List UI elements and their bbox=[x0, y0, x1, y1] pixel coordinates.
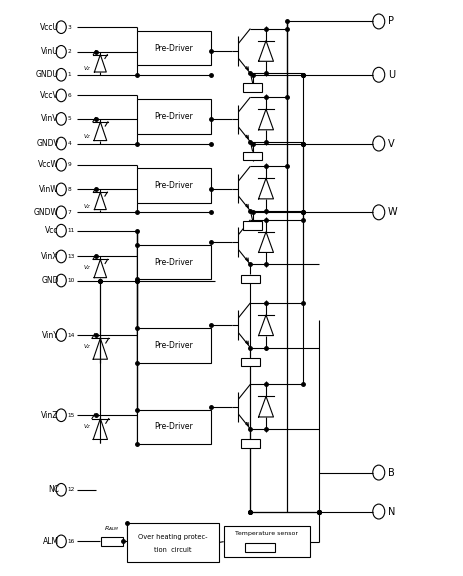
Text: 9: 9 bbox=[68, 162, 71, 167]
Text: Pre-Driver: Pre-Driver bbox=[155, 181, 194, 190]
Text: GNDU: GNDU bbox=[36, 70, 59, 79]
Text: $V_Z$: $V_Z$ bbox=[83, 202, 91, 211]
Bar bbox=[137, 245, 211, 279]
Text: VinZ: VinZ bbox=[41, 411, 59, 420]
Text: 16: 16 bbox=[68, 539, 75, 544]
Text: tion  circuit: tion circuit bbox=[154, 547, 191, 554]
Bar bbox=[137, 328, 211, 362]
Text: 15: 15 bbox=[68, 413, 75, 418]
Bar bbox=[137, 100, 211, 134]
Text: Pre-Driver: Pre-Driver bbox=[155, 341, 194, 350]
Text: VinX: VinX bbox=[41, 252, 59, 261]
Text: 6: 6 bbox=[68, 93, 71, 98]
Bar bbox=[241, 358, 260, 366]
Text: P: P bbox=[388, 17, 394, 26]
Text: 5: 5 bbox=[68, 116, 71, 122]
Bar bbox=[244, 152, 262, 161]
Text: VccU: VccU bbox=[40, 22, 59, 32]
Bar bbox=[245, 543, 275, 552]
Text: VinY: VinY bbox=[42, 331, 59, 339]
Text: Pre-Driver: Pre-Driver bbox=[155, 44, 194, 52]
Text: 8: 8 bbox=[68, 187, 71, 192]
Text: $V_Z$: $V_Z$ bbox=[83, 422, 91, 431]
Text: Temperature sensor: Temperature sensor bbox=[236, 531, 299, 536]
Bar bbox=[137, 169, 211, 203]
Text: W: W bbox=[388, 207, 398, 217]
Bar bbox=[137, 31, 211, 65]
Text: ALM: ALM bbox=[43, 537, 59, 546]
Bar bbox=[224, 526, 310, 558]
Bar bbox=[101, 537, 123, 546]
Text: Pre-Driver: Pre-Driver bbox=[155, 112, 194, 121]
Text: 11: 11 bbox=[68, 228, 75, 233]
Text: VinU: VinU bbox=[41, 47, 59, 56]
Text: 10: 10 bbox=[68, 278, 75, 283]
Bar bbox=[241, 439, 260, 448]
Text: GNDW: GNDW bbox=[34, 208, 59, 217]
Text: 2: 2 bbox=[68, 50, 71, 54]
Text: GNDV: GNDV bbox=[36, 139, 59, 148]
Text: 7: 7 bbox=[68, 210, 71, 215]
Bar bbox=[126, 523, 219, 562]
Text: GND: GND bbox=[41, 276, 59, 285]
Text: $R_{ALM}$: $R_{ALM}$ bbox=[104, 524, 119, 533]
Text: $V_Z$: $V_Z$ bbox=[83, 263, 91, 272]
Bar bbox=[137, 410, 211, 444]
Bar bbox=[244, 84, 262, 92]
Text: 3: 3 bbox=[68, 25, 71, 30]
Bar bbox=[241, 275, 260, 283]
Text: B: B bbox=[388, 468, 395, 478]
Text: VinW: VinW bbox=[39, 185, 59, 194]
Text: 4: 4 bbox=[68, 141, 71, 146]
Text: VccW: VccW bbox=[38, 160, 59, 169]
Text: 13: 13 bbox=[68, 254, 75, 259]
Text: $V_Z$: $V_Z$ bbox=[83, 65, 91, 74]
Text: $V_Z$: $V_Z$ bbox=[83, 132, 91, 141]
Text: U: U bbox=[388, 70, 395, 79]
Bar bbox=[244, 221, 262, 229]
Text: 12: 12 bbox=[68, 487, 75, 492]
Text: N: N bbox=[388, 506, 395, 517]
Text: V: V bbox=[388, 139, 394, 149]
Text: VinV: VinV bbox=[41, 115, 59, 123]
Text: $V_Z$: $V_Z$ bbox=[83, 342, 91, 351]
Text: Vcc: Vcc bbox=[45, 226, 59, 235]
Text: Over heating protec-: Over heating protec- bbox=[138, 533, 207, 540]
Text: 14: 14 bbox=[68, 332, 75, 338]
Text: Pre-Driver: Pre-Driver bbox=[155, 422, 194, 431]
Text: Pre-Driver: Pre-Driver bbox=[155, 257, 194, 267]
Text: NC: NC bbox=[48, 485, 59, 494]
Text: 1: 1 bbox=[68, 72, 71, 77]
Text: VccV: VccV bbox=[40, 91, 59, 100]
